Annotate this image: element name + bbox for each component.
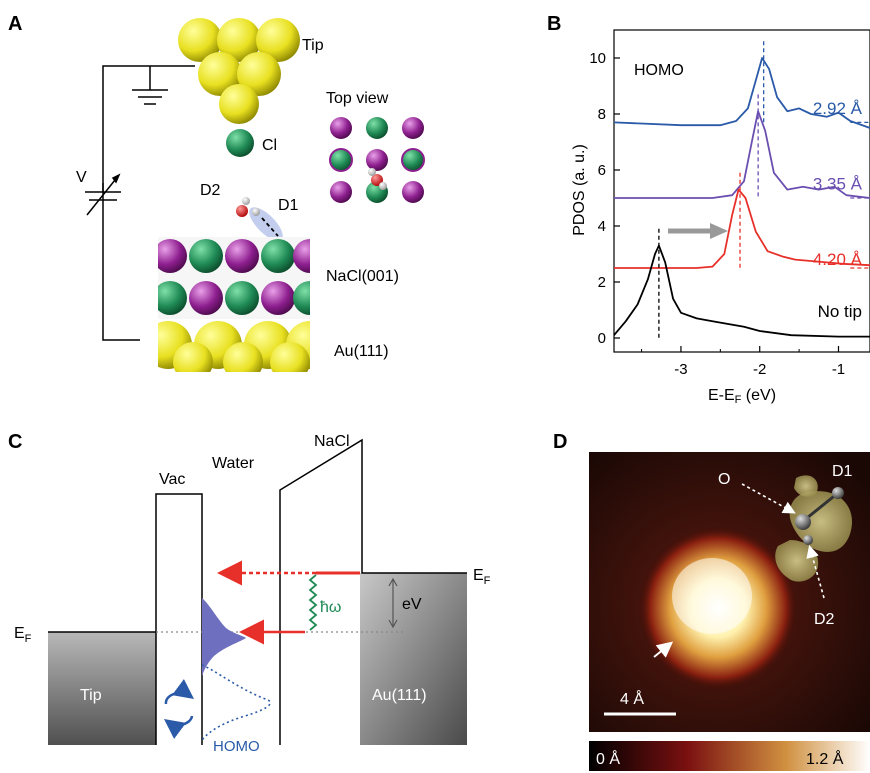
homo-annotation: HOMO — [634, 62, 684, 79]
scale-label: 4 Å — [620, 689, 644, 708]
water-label: Water — [212, 455, 255, 472]
nacl-label-a: NaCl(001) — [326, 268, 399, 285]
x-axis-label-main: E-E — [708, 387, 735, 404]
panel-a: A V Tip Cl Top view — [8, 13, 425, 384]
ef-right-label: EF — [473, 567, 491, 587]
series-line-1 — [614, 110, 870, 199]
au-label-a: Au(111) — [334, 343, 389, 360]
y-axis-label: PDOS (a. u.) — [571, 144, 588, 236]
y-tick-label: 8 — [598, 106, 606, 123]
series-labels: 2.92 Å 3.35 Å 4.20 Å No tip — [813, 99, 863, 321]
panel-b-letter: B — [547, 13, 561, 35]
series-label-0: 2.92 Å — [813, 99, 863, 118]
series-line-0 — [613, 57, 870, 129]
au-mask-bottom — [158, 372, 318, 384]
series-lines — [613, 57, 870, 338]
homo-dotted — [201, 664, 271, 741]
tip-label: Tip — [302, 37, 324, 54]
au-label-c: Au(111) — [372, 687, 427, 704]
plot-frame — [613, 29, 870, 353]
cbar-max-label: 1.2 Å — [806, 749, 844, 768]
tip-block — [48, 632, 156, 745]
voltage-label: V — [76, 169, 87, 186]
series-label-2: 4.20 Å — [813, 250, 863, 269]
x-tick-label: -1 — [832, 361, 845, 378]
x-axis-label-sub: F — [735, 394, 742, 406]
ef-right-sub: F — [484, 575, 491, 587]
cycle-arrows — [163, 679, 195, 739]
y-tick-label: 2 — [598, 274, 606, 291]
x-axis-label: E-EF (eV) — [708, 387, 776, 406]
shift-arrow — [668, 223, 728, 239]
series-line-2 — [614, 188, 870, 269]
y-tick-label: 6 — [598, 162, 606, 179]
hw-label: ħω — [320, 599, 341, 616]
ev-label: eV — [402, 596, 422, 613]
ev-arrow — [388, 577, 398, 629]
nacl-label-c: NaCl — [314, 433, 350, 450]
x-tick-label: -2 — [753, 361, 766, 378]
series-label-1: 3.35 Å — [813, 175, 863, 194]
top-view-label: Top view — [326, 90, 389, 107]
x-axis-ticks: -3 -2 -1 — [641, 346, 845, 378]
au-mask — [310, 318, 340, 378]
d1-label-a: D1 — [278, 197, 299, 214]
ef-left-main: E — [14, 625, 25, 642]
y-tick-label: 0 — [598, 330, 606, 347]
homo-label-c: HOMO — [213, 738, 260, 755]
tip-cluster — [178, 18, 300, 157]
panel-d-letter: D — [553, 431, 567, 453]
y-axis-ticks: 0 2 4 6 8 10 — [589, 50, 620, 347]
vac-label: Vac — [159, 471, 185, 488]
series-line-3 — [613, 244, 870, 338]
d2-label-a: D2 — [200, 182, 221, 199]
ef-left-label: EF — [14, 625, 32, 645]
homo-filled — [202, 598, 246, 676]
ef-right-main: E — [473, 567, 484, 584]
d1-label-d: D1 — [832, 463, 853, 480]
peak-markers — [658, 41, 870, 338]
water-molecule — [236, 197, 283, 241]
tip-label-c: Tip — [80, 687, 102, 704]
cbar-min-label: 0 Å — [596, 749, 620, 768]
y-tick-label: 10 — [589, 50, 606, 67]
colorbar — [589, 741, 870, 771]
ef-left-sub: F — [25, 633, 32, 645]
o-label: O — [718, 471, 730, 488]
au-mask-left — [140, 318, 158, 378]
photon-wave — [308, 574, 318, 631]
series-label-3: No tip — [818, 302, 862, 321]
y-tick-label: 4 — [598, 218, 606, 235]
cl-label: Cl — [262, 137, 277, 154]
top-view-lattice — [329, 117, 425, 203]
x-axis-label-unit: (eV) — [741, 387, 776, 404]
panel-c-letter: C — [8, 431, 22, 453]
panel-b: B 0 2 4 6 8 10 -3 -2 -1 2.92 Å 3.35 Å 4.20 Å No ti… — [547, 13, 870, 406]
x-tick-label: -3 — [674, 361, 687, 378]
stm-image — [589, 452, 870, 732]
d2-label-d: D2 — [814, 611, 835, 628]
nacl-slab — [153, 237, 327, 319]
circuit — [85, 65, 195, 341]
au-block — [360, 573, 467, 745]
panel-a-letter: A — [8, 13, 22, 35]
panel-c: C Tip Au(111) Vac Water NaCl EF EF eV — [8, 431, 491, 755]
panel-d: D O D1 D2 4 Å 0 Å 1.2 Å — [553, 431, 870, 771]
